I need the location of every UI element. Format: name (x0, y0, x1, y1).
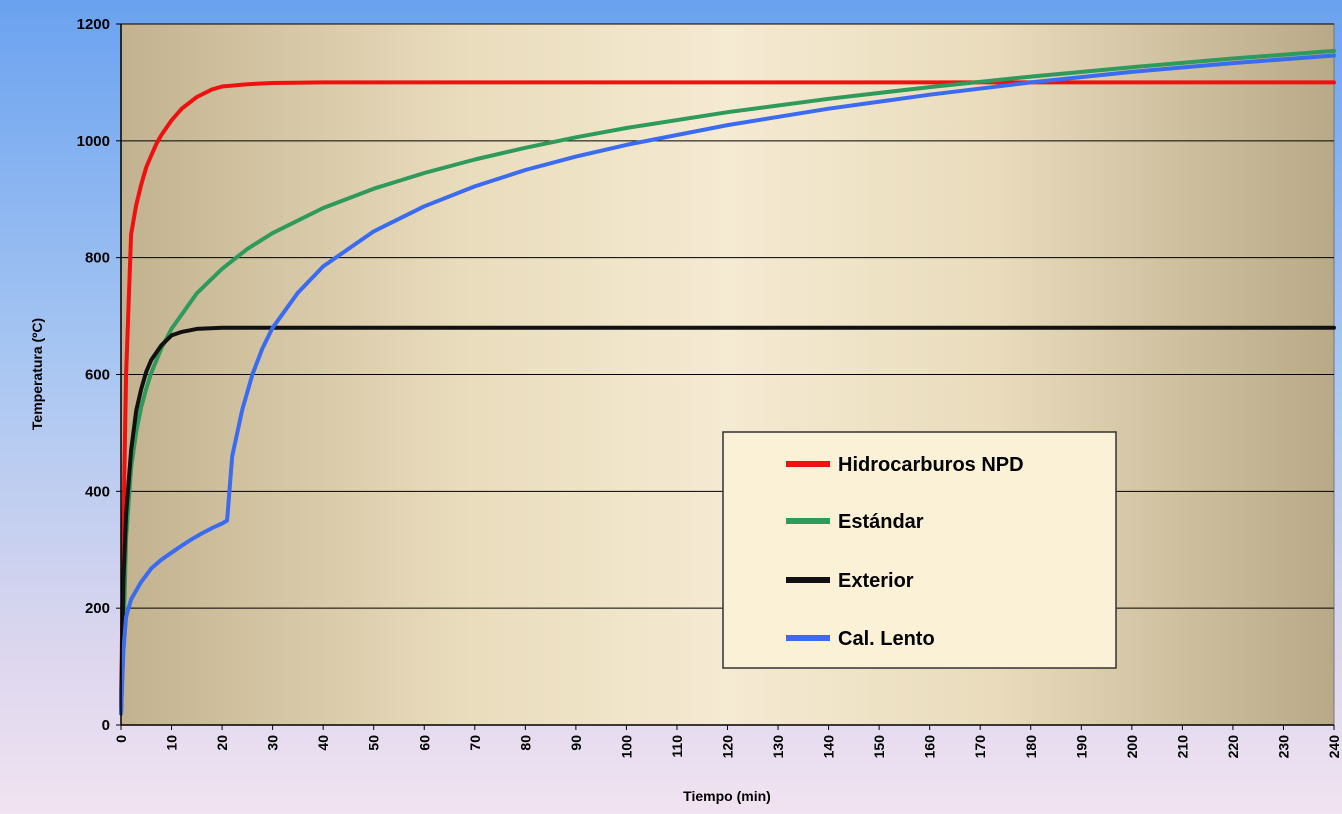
x-tick-label: 70 (467, 735, 483, 751)
x-tick-labels: 0 10 20 30 40 50 60 70 80 90 100 110 120 130 140 150 160… (113, 725, 1342, 758)
y-tick-label: 600 (85, 367, 110, 384)
grid-lines (121, 23, 1334, 609)
x-tick-label: 60 (416, 735, 432, 751)
y-tick-label: 1200 (77, 16, 110, 33)
x-tick-label: 200 (1124, 735, 1140, 759)
series-layer (119, 48, 1336, 716)
y-tick-label: 400 (85, 483, 110, 500)
legend-label-2: Exterior (838, 570, 914, 592)
x-tick-label: 140 (821, 735, 837, 759)
y-axis-title: Temperatura (ºC) (29, 318, 45, 430)
x-tick-label: 80 (517, 735, 533, 751)
legend-label-3: Cal. Lento (838, 628, 935, 650)
x-tick-label: 240 (1326, 735, 1342, 759)
x-tick-label: 230 (1275, 735, 1291, 759)
x-tick-label: 10 (164, 735, 180, 751)
x-tick-label: 50 (366, 735, 382, 751)
x-tick-label: 40 (315, 735, 331, 751)
y-tick-label: 1000 (77, 133, 110, 150)
x-tick-label: 170 (972, 735, 988, 759)
series-line-1 (119, 48, 1336, 716)
x-tick-label: 110 (669, 735, 685, 758)
x-tick-label: 100 (618, 735, 634, 759)
x-tick-label: 130 (770, 735, 786, 759)
y-tick-label: 0 (102, 717, 110, 734)
y-tick-label: 800 (85, 250, 110, 267)
legend-label-0: Hidrocarburos NPD (838, 454, 1024, 476)
x-tick-label: 210 (1174, 735, 1190, 759)
x-tick-label: 20 (214, 735, 230, 751)
series-line-2 (119, 325, 1336, 716)
legend-box (722, 431, 1117, 669)
series-line-0 (119, 80, 1336, 716)
x-tick-label: 180 (1023, 735, 1039, 759)
series-line-3 (119, 53, 1336, 716)
x-tick-label: 30 (265, 735, 281, 751)
x-tick-label: 120 (720, 735, 736, 759)
x-tick-label: 0 (113, 735, 129, 743)
legend-label-1: Estándar (838, 511, 924, 533)
x-tick-label: 150 (871, 735, 887, 759)
x-tick-label: 220 (1225, 735, 1241, 759)
x-tick-label: 190 (1073, 735, 1089, 759)
y-tick-label: 200 (85, 600, 110, 617)
y-tick-labels: 0 200 400 600 800 1000 1200 (77, 16, 121, 734)
x-tick-label: 160 (922, 735, 938, 759)
x-axis-title: Tiempo (min) (683, 788, 771, 804)
x-tick-label: 90 (568, 735, 584, 751)
legend: Hidrocarburos NPD Estándar Exterior Cal.… (722, 431, 1117, 669)
